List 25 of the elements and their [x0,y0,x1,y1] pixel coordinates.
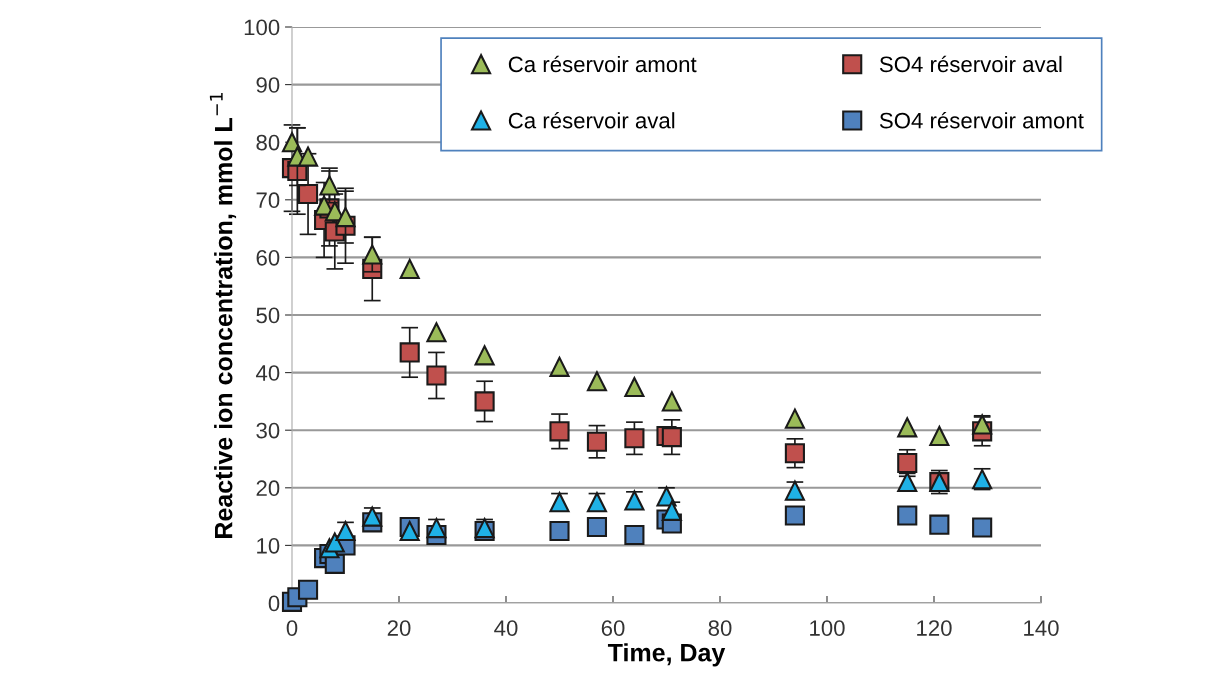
y-tick-label: 10 [257,537,280,554]
y-tick-label: 50 [256,307,280,324]
x-tick-label: 40 [494,620,518,636]
legend-label: Ca réservoir amont [508,55,697,73]
y-tick-label: 0 [268,595,280,612]
legend-label: SO4 réservoir aval [879,55,1062,73]
x-tick-label: 80 [708,620,732,636]
x-tick-label: 20 [387,620,411,636]
x-tick-label: 60 [601,620,625,636]
y-tick-label: 20 [256,480,280,497]
x-tick-label: 100 [810,620,845,636]
x-axis-title: Time, Day [607,643,726,667]
x-tick-label: 0 [286,620,298,636]
x-tick-label: 120 [917,620,952,636]
y-tick-label: 80 [256,134,280,151]
y-tick-label: 40 [255,365,280,381]
y-axis-title: Reactive ion concentration, mmol L$^{−1}$ [209,92,237,538]
y-tick-label: 30 [256,422,280,439]
legend-label: Ca réservoir aval [508,111,675,129]
y-tick-label: 70 [256,192,280,209]
y-tick-label: 90 [256,77,280,93]
y-tick-label: 60 [256,249,280,266]
x-tick-label: 140 [1024,620,1059,636]
legend-label: SO4 réservoir amont [879,111,1084,129]
y-tick-label: 100 [244,19,280,36]
